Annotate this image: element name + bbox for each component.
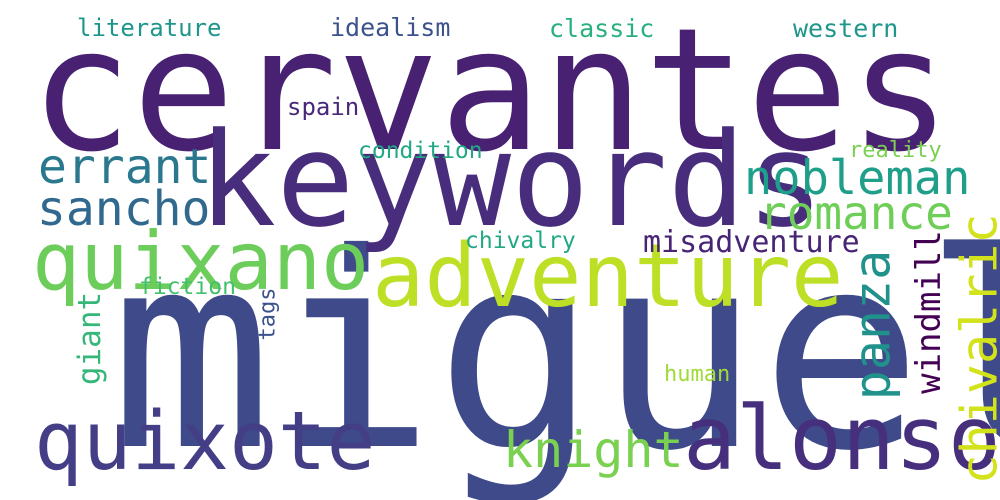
- word-cervantes: cervantes: [30, 0, 952, 190]
- word-misadventure: misadventure: [643, 225, 860, 260]
- word-classic: classic: [549, 14, 655, 43]
- word-knight: knight: [503, 421, 684, 479]
- word-sancho: sancho: [37, 181, 211, 237]
- word-alonso: alonso: [683, 387, 1000, 490]
- word-errant: errant: [38, 139, 212, 195]
- word-miguel: miguel: [110, 195, 1000, 500]
- word-literature: literature: [77, 14, 222, 42]
- word-adventure: adventure: [372, 225, 844, 327]
- word-nobleman: nobleman: [744, 151, 971, 206]
- word-chivalry: chivalry: [465, 228, 576, 254]
- word-chivalric: chivalric: [950, 213, 1000, 485]
- word-idealism: idealism: [330, 13, 451, 42]
- word-condition: condition: [358, 138, 483, 164]
- word-quixote: quixote: [34, 395, 376, 489]
- word-keywords: keywords: [198, 104, 825, 256]
- word-fiction: fiction: [139, 274, 236, 300]
- word-windmill: windmill: [908, 230, 949, 394]
- word-giant: giant: [72, 291, 109, 386]
- word-human: human: [664, 362, 731, 387]
- word-panza: panza: [843, 249, 902, 401]
- word-reality: reality: [849, 138, 942, 163]
- word-quixano: quixano: [32, 215, 370, 308]
- word-tags: tags: [255, 287, 281, 341]
- word-spain: spain: [287, 93, 360, 121]
- word-romance: romance: [759, 186, 953, 240]
- word-western: western: [793, 14, 899, 43]
